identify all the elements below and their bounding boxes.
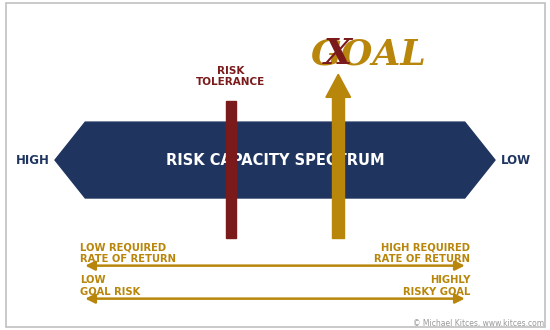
Text: RISK CAPACITY SPECTRUM: RISK CAPACITY SPECTRUM [166,152,384,168]
Text: LOW REQUIRED
RATE OF RETURN: LOW REQUIRED RATE OF RETURN [80,243,176,264]
Text: LOW
GOAL RISK: LOW GOAL RISK [80,276,140,297]
Text: HIGH REQUIRED
RATE OF RETURN: HIGH REQUIRED RATE OF RETURN [374,243,470,264]
Text: RISK
TOLERANCE: RISK TOLERANCE [196,66,266,87]
Polygon shape [55,122,495,198]
Text: HIGH: HIGH [15,153,50,167]
Polygon shape [326,74,351,97]
Text: LOW: LOW [500,153,531,167]
FancyBboxPatch shape [226,101,236,238]
Text: X: X [324,37,352,72]
Text: © Michael Kitces, www.kitces.com: © Michael Kitces, www.kitces.com [414,319,544,328]
Text: GOAL: GOAL [311,37,426,72]
Text: HIGHLY
RISKY GOAL: HIGHLY RISKY GOAL [403,276,470,297]
